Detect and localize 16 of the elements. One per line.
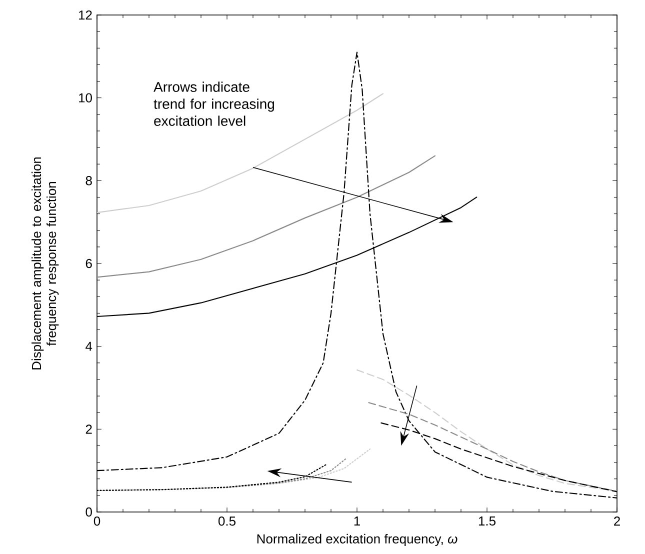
y-tick-label: 0 [86, 507, 92, 517]
y-tick-label: 10 [78, 93, 92, 102]
x-axis-title: Normalized excitation frequency, ω [257, 534, 458, 546]
annotation: Arrows indicate trend for increasing excitation level [154, 82, 274, 126]
x-tick-label: 2 [614, 516, 620, 526]
y-tick-label: 2 [86, 424, 92, 434]
x-tick-label: 0 [94, 516, 100, 526]
y-tick-label: 4 [86, 342, 92, 351]
x-tick-label: 1 [354, 516, 360, 526]
x-tick-label: 1.5 [478, 516, 496, 526]
y-tick-label: 8 [86, 176, 92, 186]
y-tick-label: 12 [78, 10, 92, 20]
y-axis-title: Displacement amplitude to excitation frequency response function [32, 157, 59, 370]
x-tick-label: 0.5 [218, 516, 236, 526]
line-series [97, 155, 436, 278]
y-tick-label: 6 [86, 258, 92, 268]
